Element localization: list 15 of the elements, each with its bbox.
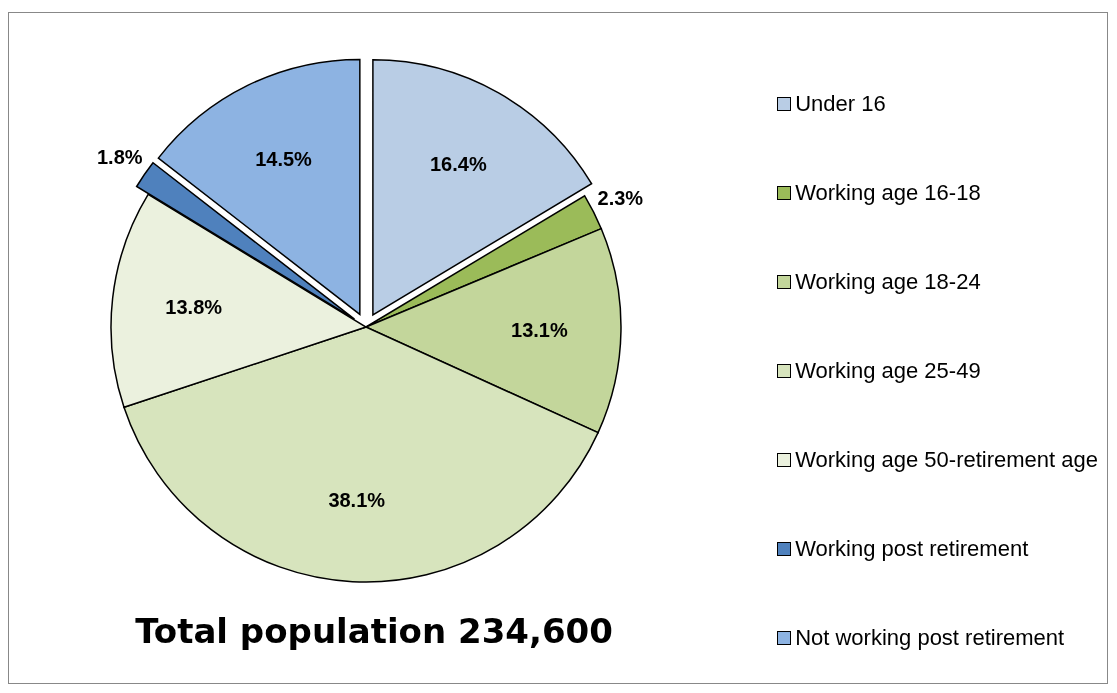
legend-label: Working post retirement [795, 535, 1029, 562]
data-label: 13.1% [511, 318, 568, 341]
data-label: 14.5% [255, 147, 313, 170]
legend-label: Working age 50-retirement age [795, 446, 1098, 473]
legend-label: Working age 25-49 [795, 357, 981, 384]
data-label: 13.8% [165, 296, 223, 319]
legend-label: Under 16 [795, 90, 886, 117]
legend-label: Not working post retirement [795, 624, 1065, 651]
data-label: 38.1% [328, 489, 386, 512]
data-label: 1.8% [96, 146, 143, 169]
legend-label: Working age 16-18 [795, 179, 981, 206]
text: Total population 234,600 [134, 611, 614, 651]
data-label: 2.3% [597, 187, 644, 210]
legend-label: Working age 18-24 [795, 268, 981, 295]
data-label: 16.4% [429, 152, 487, 175]
